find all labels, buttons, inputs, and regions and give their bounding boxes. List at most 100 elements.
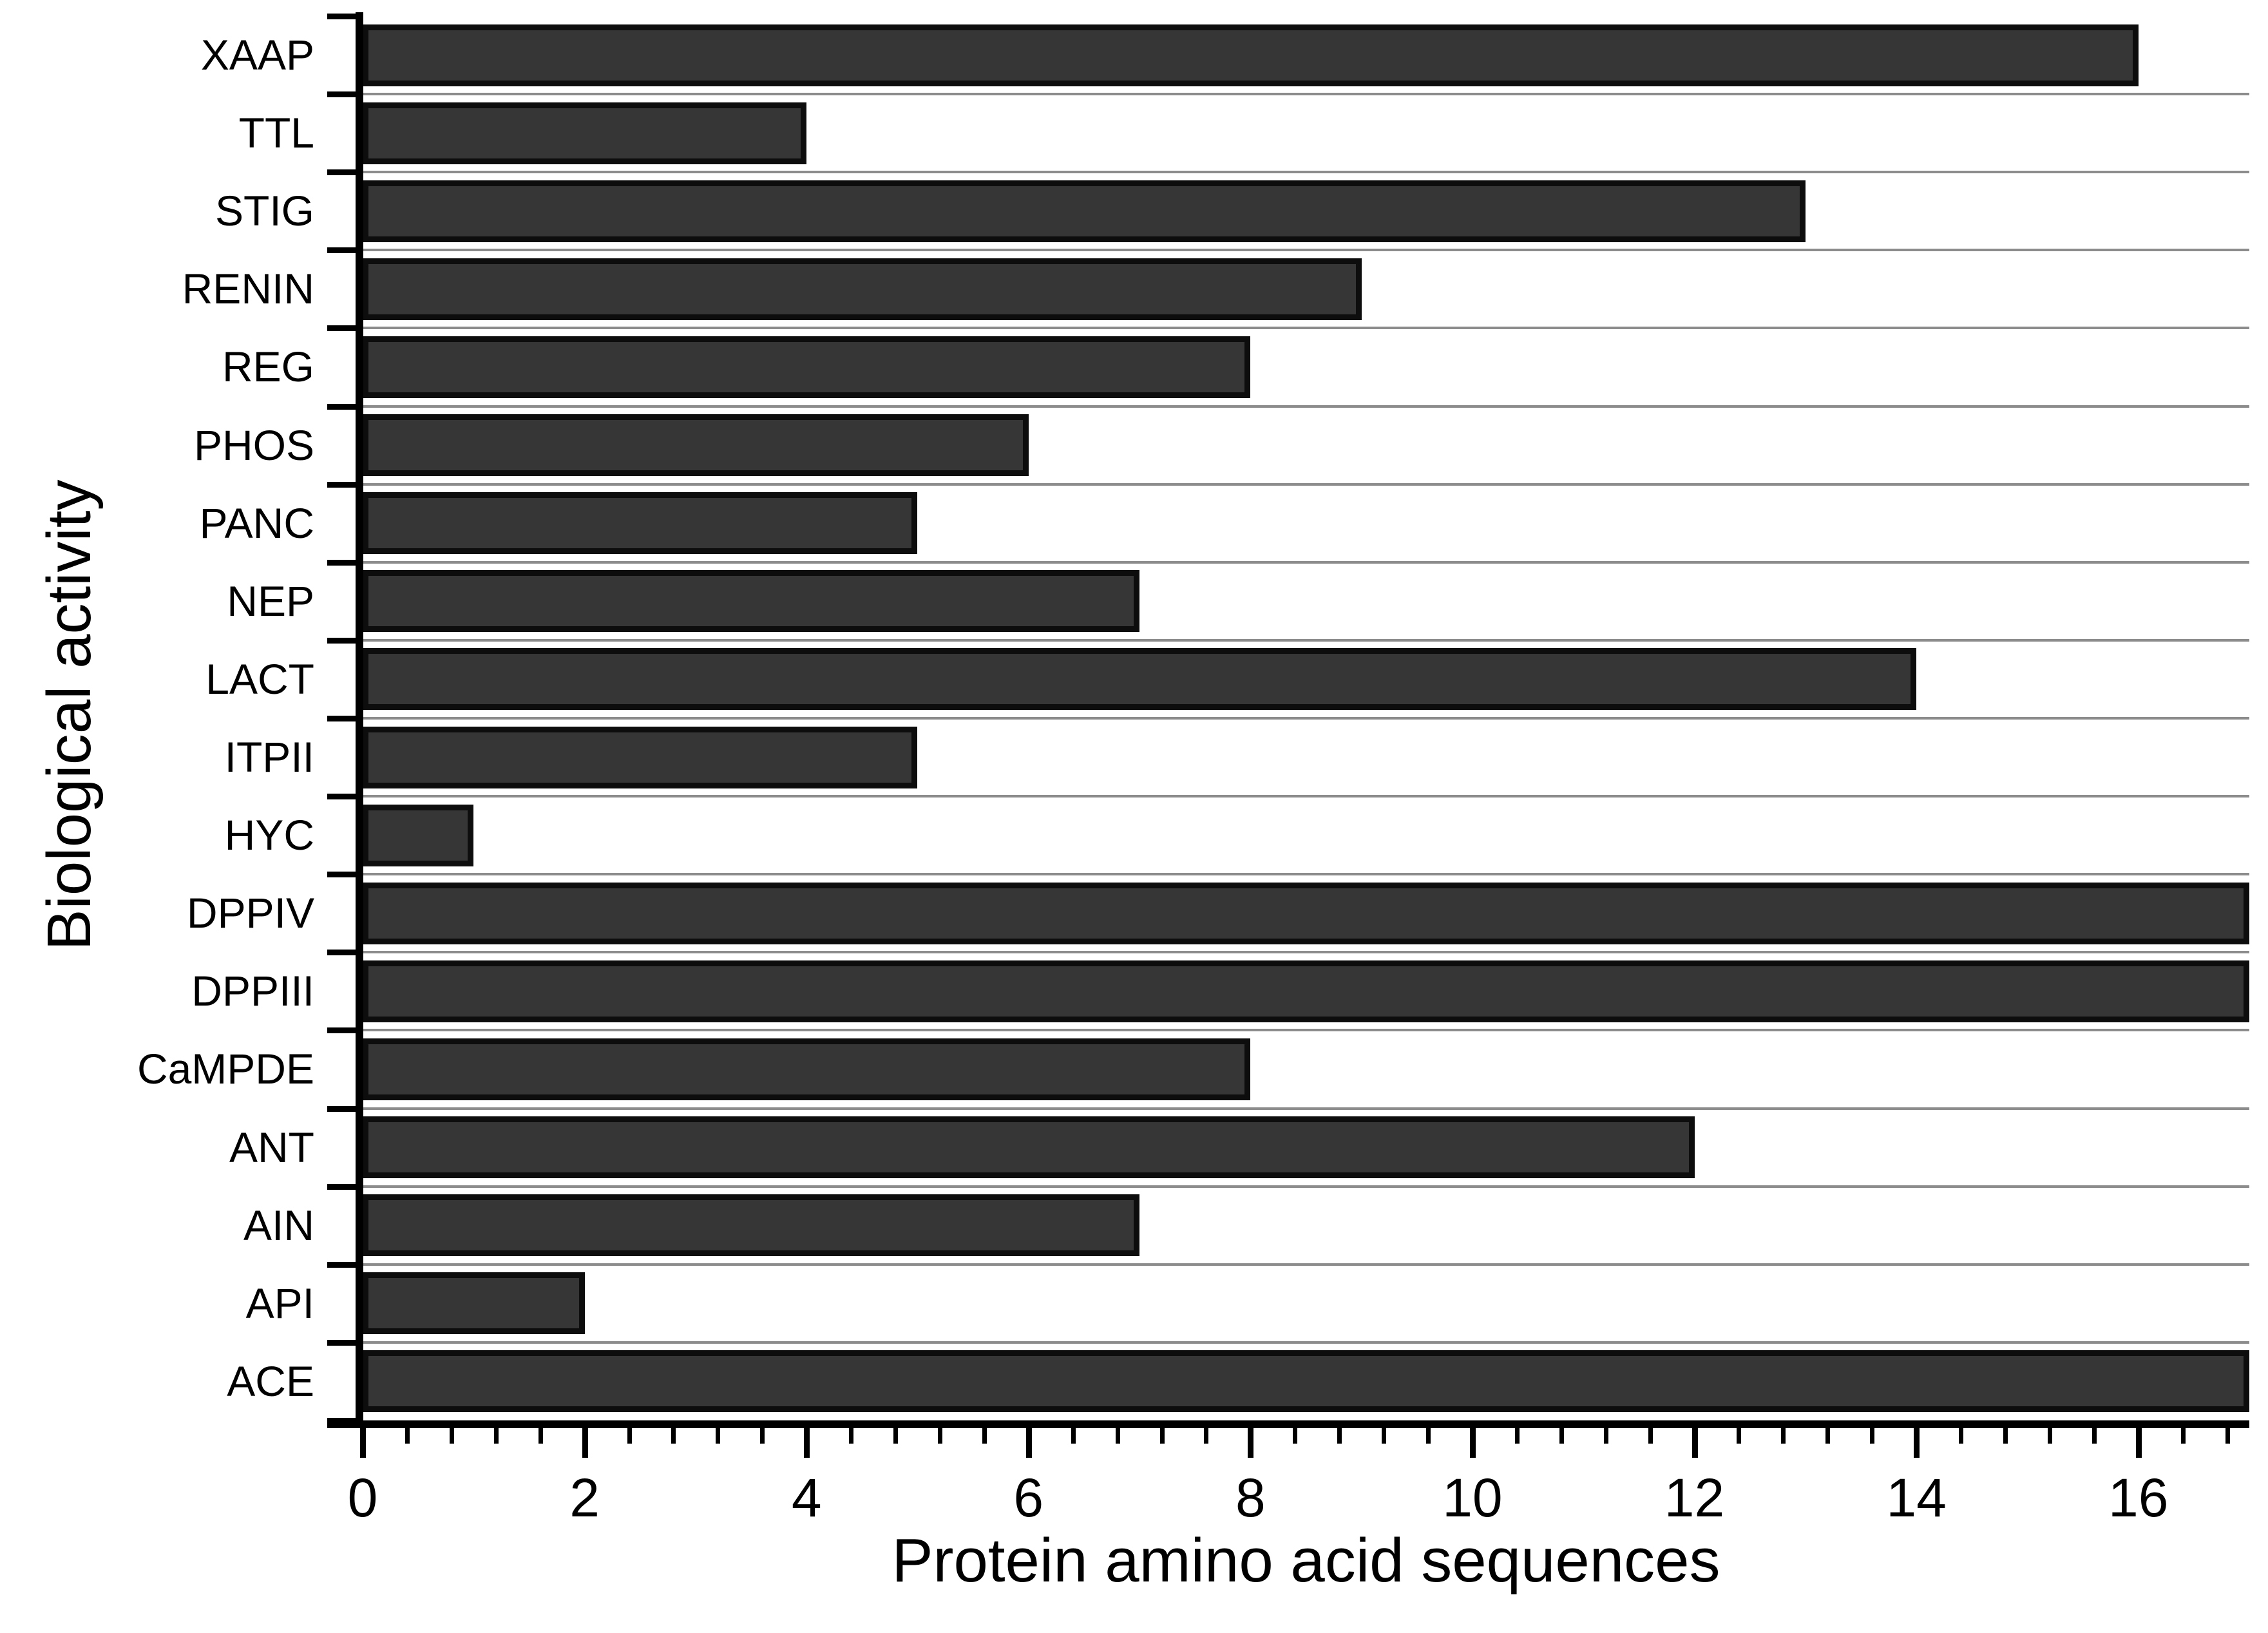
x-axis-major-tick (360, 1427, 366, 1458)
gridline (363, 1029, 2249, 1032)
category-label-renin: RENIN (182, 265, 314, 313)
gridline (363, 1107, 2249, 1110)
gridline (363, 1263, 2249, 1266)
y-axis-tick (327, 1027, 363, 1034)
x-axis-major-tick (804, 1427, 810, 1458)
gridline (363, 171, 2249, 174)
x-tick-label-6: 6 (1013, 1467, 1044, 1528)
x-tick-label-0: 0 (347, 1467, 378, 1528)
gridline (363, 873, 2249, 876)
gridline (363, 951, 2249, 954)
x-tick-label-4: 4 (791, 1467, 822, 1528)
category-label-reg: REG (222, 343, 314, 391)
x-axis-minor-tick (982, 1427, 987, 1444)
gridline (363, 638, 2249, 642)
bar-reg (363, 336, 1251, 398)
bar-ant (363, 1116, 1695, 1179)
bar-api (363, 1272, 585, 1335)
gridline (363, 1341, 2249, 1344)
x-axis-minor-tick (1559, 1427, 1564, 1444)
gridline (363, 795, 2249, 798)
x-axis-minor-tick (1603, 1427, 1608, 1444)
bar-ain (363, 1194, 1140, 1257)
x-axis-minor-tick (538, 1427, 543, 1444)
y-axis-tick (327, 716, 363, 721)
x-axis-minor-tick (1071, 1427, 1076, 1444)
x-axis-line (327, 1420, 2249, 1428)
gridline (363, 482, 2249, 486)
x-axis-minor-tick (2047, 1427, 2052, 1444)
x-axis-minor-tick (849, 1427, 854, 1444)
y-axis-tick (327, 91, 363, 98)
category-label-campde: CaMPDE (137, 1045, 314, 1093)
y-axis-tick (327, 794, 363, 800)
bar-itpii (363, 726, 918, 788)
category-label-xaap: XAAP (200, 31, 314, 79)
bar-dppiii (363, 960, 2249, 1022)
x-axis-minor-tick (1737, 1427, 1742, 1444)
category-label-hyc: HYC (224, 811, 314, 859)
category-label-nep: NEP (227, 577, 314, 625)
y-axis-tick (327, 1105, 363, 1112)
bar-ace (363, 1350, 2249, 1413)
x-axis-major-tick (582, 1427, 588, 1458)
x-axis-major-tick (1248, 1427, 1254, 1458)
y-axis-tick (327, 1339, 363, 1346)
bar-panc (363, 492, 918, 555)
category-label-lact: LACT (205, 654, 314, 703)
x-axis-minor-tick (1959, 1427, 1964, 1444)
x-axis-minor-tick (405, 1427, 410, 1444)
bar-stig (363, 180, 1806, 242)
y-axis-tick (327, 1418, 363, 1424)
gridline (363, 560, 2249, 564)
gridline (363, 717, 2249, 720)
x-axis-minor-tick (1870, 1427, 1875, 1444)
x-tick-label-16: 16 (2108, 1467, 2169, 1528)
x-axis-minor-tick (1204, 1427, 1209, 1444)
y-axis-tick (327, 325, 363, 332)
gridline (363, 249, 2249, 252)
bar-hyc (363, 804, 474, 866)
bar-lact (363, 648, 1917, 711)
x-tick-label-8: 8 (1235, 1467, 1266, 1528)
x-axis-minor-tick (893, 1427, 898, 1444)
x-tick-label-12: 12 (1664, 1467, 1725, 1528)
x-axis-major-tick (1469, 1427, 1476, 1458)
category-label-ace: ACE (227, 1357, 314, 1405)
x-axis-minor-tick (493, 1427, 499, 1444)
x-axis-minor-tick (716, 1427, 721, 1444)
category-label-ain: AIN (243, 1201, 314, 1249)
gridline (363, 327, 2249, 330)
bar-campde (363, 1038, 1251, 1100)
x-axis-minor-tick (1337, 1427, 1342, 1444)
category-label-dppiv: DPPIV (186, 889, 314, 937)
bar-phos (363, 414, 1029, 477)
y-axis-tick (327, 872, 363, 878)
x-axis-minor-tick (627, 1427, 632, 1444)
x-axis-major-tick (2135, 1427, 2142, 1458)
y-axis-tick (327, 169, 363, 176)
x-axis-title: Protein amino acid sequences (891, 1526, 1720, 1595)
bar-xaap (363, 24, 2139, 86)
gridline (363, 93, 2249, 96)
y-axis-tick (327, 1183, 363, 1190)
x-axis-major-tick (1914, 1427, 1920, 1458)
y-axis-tick (327, 637, 363, 644)
x-axis-minor-tick (1514, 1427, 1520, 1444)
x-axis-minor-tick (1781, 1427, 1786, 1444)
gridline (363, 405, 2249, 408)
category-label-ant: ANT (229, 1123, 314, 1171)
bar-nep (363, 570, 1140, 633)
x-tick-label-10: 10 (1442, 1467, 1503, 1528)
y-axis-tick (327, 950, 363, 956)
x-axis-minor-tick (2092, 1427, 2097, 1444)
x-axis-major-tick (1691, 1427, 1698, 1458)
x-axis-minor-tick (1159, 1427, 1165, 1444)
gridline (363, 1185, 2249, 1188)
y-axis-tick (327, 559, 363, 566)
bar-ttl (363, 102, 807, 164)
x-axis-minor-tick (937, 1427, 942, 1444)
category-label-panc: PANC (199, 499, 314, 547)
x-axis-minor-tick (1648, 1427, 1653, 1444)
